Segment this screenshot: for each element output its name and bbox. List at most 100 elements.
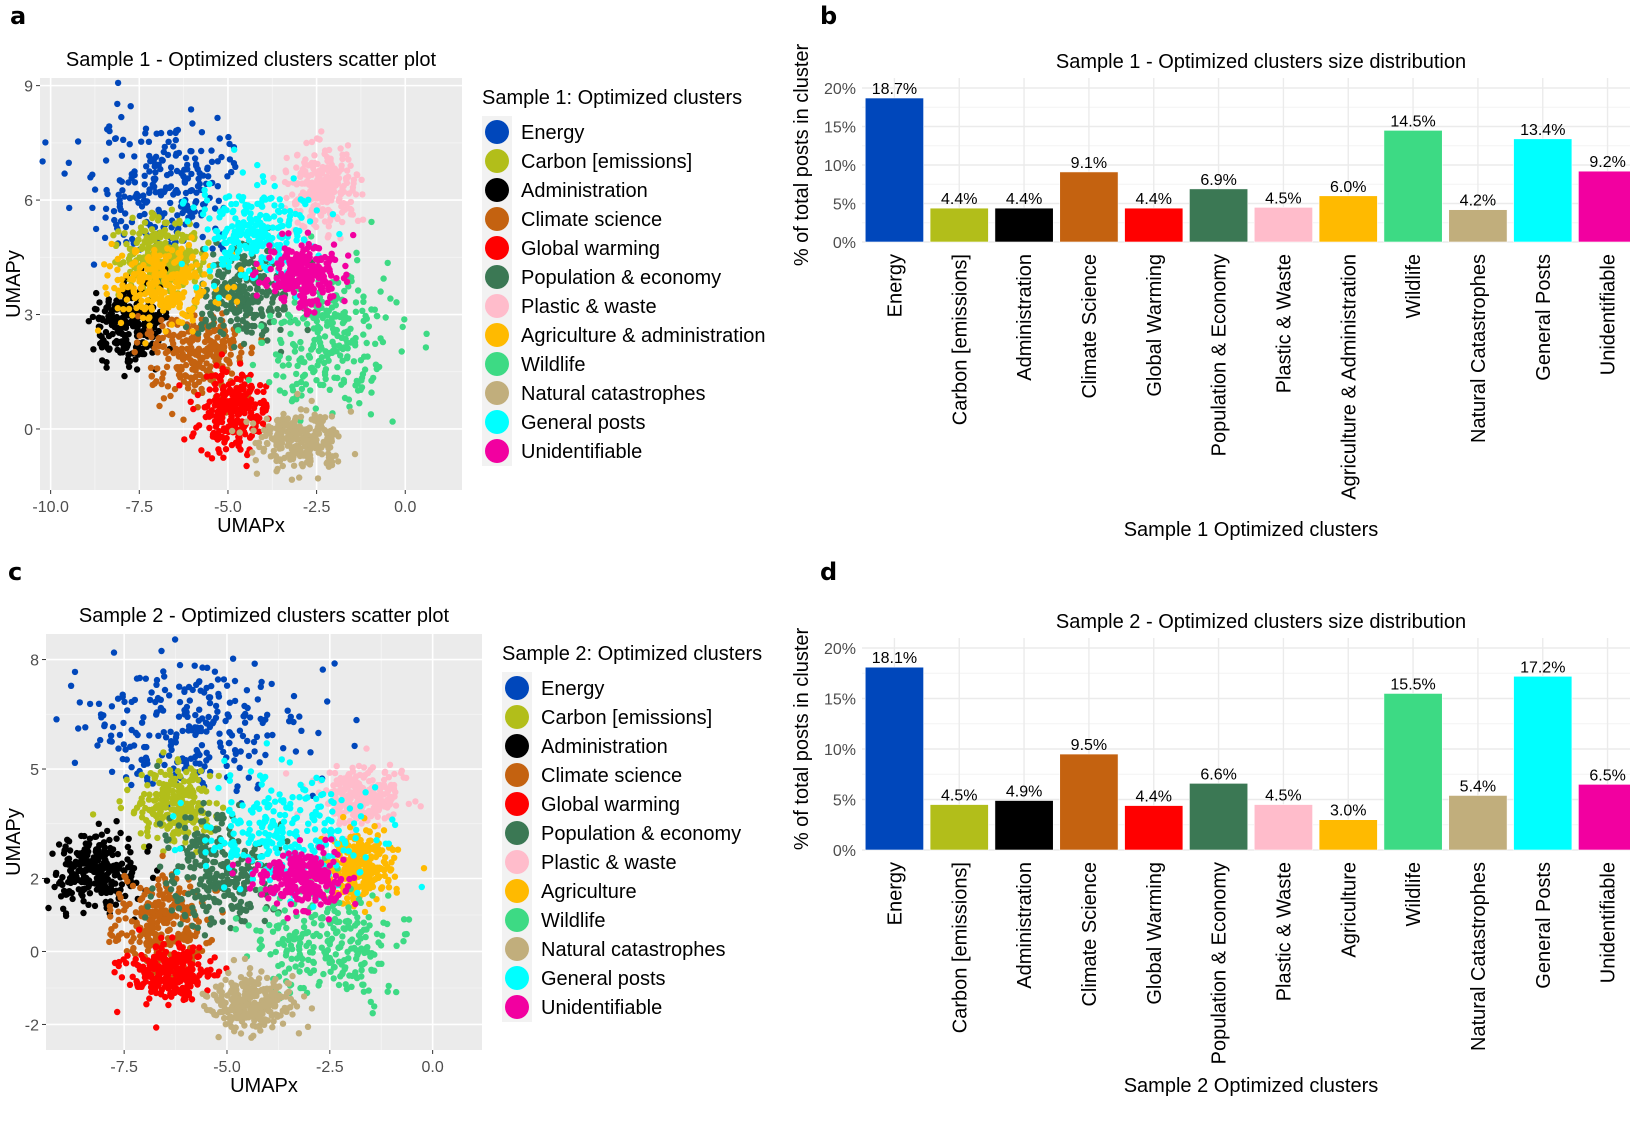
data-point — [298, 242, 305, 249]
data-point — [249, 849, 256, 857]
data-point — [181, 311, 188, 319]
data-point — [195, 961, 202, 968]
data-point — [223, 762, 230, 769]
data-point — [334, 180, 342, 187]
data-point — [172, 136, 179, 144]
data-point — [354, 287, 362, 294]
cluster-points — [43, 818, 161, 923]
legend-key — [485, 207, 509, 231]
data-point — [350, 231, 357, 239]
data-point — [148, 988, 155, 995]
data-point — [327, 157, 334, 165]
data-point — [227, 410, 235, 417]
data-point — [210, 321, 217, 328]
data-point — [325, 463, 333, 470]
data-point — [157, 129, 165, 137]
data-point — [371, 306, 378, 313]
data-point — [266, 242, 273, 249]
data-point — [240, 340, 248, 348]
data-point — [106, 836, 113, 844]
data-point — [187, 106, 195, 113]
data-point — [64, 856, 71, 863]
data-point — [271, 202, 278, 209]
data-point — [175, 863, 182, 870]
data-point — [367, 411, 375, 418]
data-point — [320, 273, 327, 280]
data-point — [136, 800, 144, 808]
data-point — [240, 713, 247, 720]
data-point — [246, 714, 254, 721]
legend-label: General posts — [521, 412, 646, 434]
data-point — [338, 203, 345, 210]
data-point — [290, 692, 298, 700]
bar — [994, 207, 1054, 243]
data-point — [85, 318, 93, 325]
data-point — [148, 808, 155, 815]
data-point — [162, 253, 169, 260]
data-point — [155, 732, 162, 739]
data-point — [216, 739, 224, 746]
data-point — [219, 344, 226, 352]
data-point — [163, 880, 170, 887]
data-point — [167, 164, 175, 171]
data-point — [95, 700, 103, 707]
data-point — [146, 961, 153, 969]
data-point — [263, 215, 270, 222]
x-tick-label: Administration — [1014, 254, 1036, 381]
data-point — [242, 312, 250, 319]
data-point — [185, 723, 193, 730]
data-point — [307, 365, 315, 372]
legend-title: Sample 1: Optimized clusters — [482, 87, 742, 109]
data-point — [170, 920, 177, 927]
data-point — [389, 418, 396, 425]
data-point — [264, 711, 271, 718]
data-point — [148, 226, 156, 233]
data-point — [358, 374, 366, 382]
legend-label: Carbon [emissions] — [521, 151, 692, 173]
data-point — [345, 156, 352, 163]
data-point — [219, 804, 227, 811]
data-point — [198, 742, 206, 749]
legend-key-background — [482, 116, 512, 466]
legend-key — [485, 178, 509, 202]
data-point — [190, 204, 197, 211]
data-point — [196, 706, 203, 713]
data-point — [55, 841, 63, 848]
data-point — [293, 370, 300, 378]
data-point — [149, 289, 157, 296]
legend-label: Plastic & waste — [521, 296, 657, 318]
data-point — [263, 439, 271, 447]
x-tick-label: 0.0 — [394, 499, 416, 516]
data-point — [220, 233, 228, 240]
data-point — [297, 413, 305, 420]
data-point — [165, 355, 172, 362]
data-point — [136, 264, 144, 271]
data-point — [236, 394, 244, 402]
data-point — [144, 927, 152, 934]
data-point — [285, 270, 293, 277]
data-point — [283, 239, 290, 246]
data-point — [296, 713, 303, 720]
data-point — [249, 361, 257, 369]
data-point — [260, 388, 267, 396]
data-point — [171, 949, 178, 957]
data-point — [313, 318, 320, 325]
data-point — [176, 683, 183, 690]
data-point — [152, 169, 159, 176]
data-point — [145, 931, 152, 939]
data-point — [219, 918, 226, 925]
data-point — [141, 181, 148, 188]
data-point — [102, 328, 110, 336]
data-point — [243, 291, 251, 298]
data-point — [205, 810, 212, 817]
data-point — [170, 143, 177, 150]
data-point — [118, 152, 126, 159]
data-point — [103, 290, 111, 298]
legend-label: Administration — [521, 180, 648, 202]
data-point — [215, 300, 222, 307]
data-point — [176, 772, 184, 780]
data-point — [331, 769, 339, 777]
data-point — [290, 277, 297, 284]
data-point — [216, 730, 223, 737]
data-point — [102, 284, 109, 291]
